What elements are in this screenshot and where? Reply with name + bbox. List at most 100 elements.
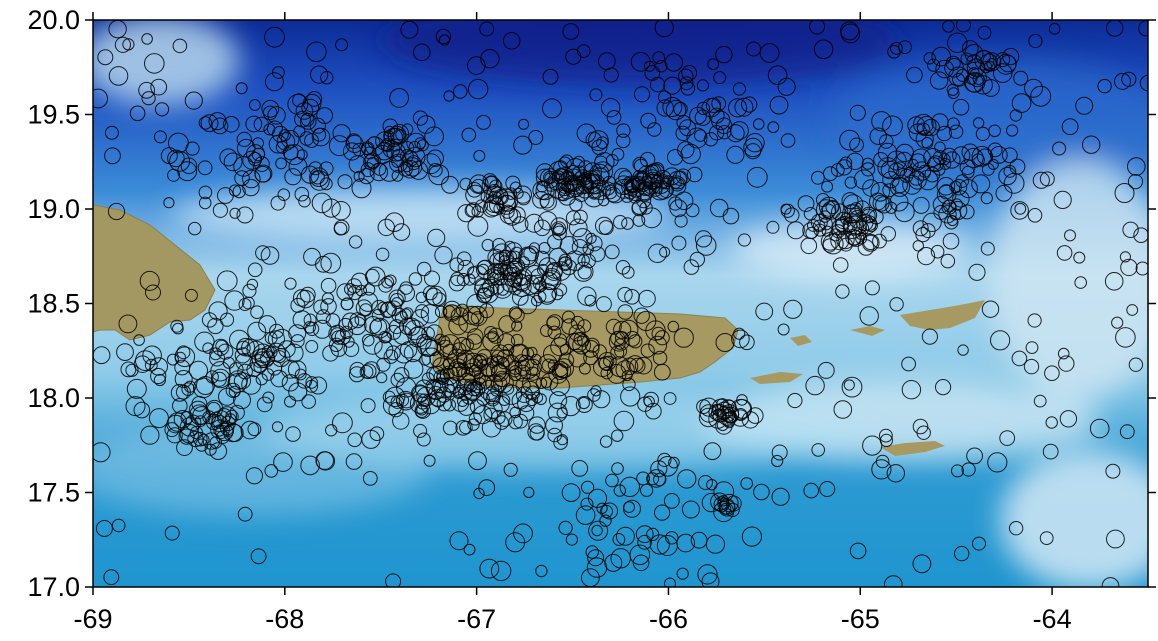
earthquake-marker (284, 277, 297, 290)
earthquake-marker (601, 181, 616, 196)
earthquake-marker (710, 492, 729, 512)
earthquake-marker (129, 105, 146, 122)
earthquake-marker (635, 183, 654, 202)
earthquake-marker (741, 411, 760, 429)
earthquake-marker (412, 110, 428, 126)
earthquake-marker (577, 286, 597, 306)
earthquake-marker (1056, 245, 1073, 261)
earthquake-marker (1039, 531, 1054, 545)
earthquake-marker (715, 333, 735, 352)
earthquake-marker (809, 20, 826, 35)
earthquake-marker (270, 195, 286, 211)
earthquake-marker (133, 334, 145, 346)
earthquake-marker (343, 341, 360, 358)
earthquake-marker (164, 525, 180, 541)
earthquake-marker (476, 259, 496, 280)
earthquake-marker (879, 428, 893, 443)
earthquake-marker (1045, 416, 1058, 429)
earthquake-marker (403, 343, 423, 363)
earthquake-marker (767, 121, 780, 134)
earthquake-marker (479, 21, 495, 37)
earthquake-marker (573, 209, 588, 225)
earthquake-marker (439, 365, 460, 386)
earthquake-marker (870, 182, 891, 202)
earthquake-marker (298, 194, 311, 208)
earthquake-marker (681, 500, 700, 519)
earthquake-marker (271, 421, 284, 433)
earthquake-marker (615, 133, 631, 149)
earthquake-marker (392, 148, 405, 162)
earthquake-marker (483, 386, 502, 405)
earthquake-marker (540, 272, 559, 291)
earthquake-marker (481, 238, 494, 252)
earthquake-marker (295, 102, 314, 120)
earthquake-marker (465, 333, 483, 350)
earthquake-marker (246, 144, 265, 164)
earthquake-marker (484, 194, 504, 214)
earthquake-marker (1106, 529, 1125, 549)
earthquake-marker (878, 134, 894, 149)
earthquake-marker (154, 102, 170, 117)
earthquake-marker (694, 109, 712, 126)
earthquake-marker (348, 155, 367, 174)
earthquake-marker (606, 110, 622, 125)
earthquake-marker (683, 259, 700, 275)
y-tick-label: 18.5 (27, 289, 80, 319)
earthquake-marker (1053, 190, 1072, 209)
earthquake-marker (701, 572, 720, 587)
earthquake-marker (535, 377, 548, 390)
earthquake-marker (746, 166, 768, 188)
earthquake-marker (511, 320, 523, 332)
earthquake-marker (1013, 70, 1029, 86)
earthquake-marker (659, 246, 671, 258)
earthquake-marker (1028, 33, 1043, 49)
earthquake-marker (425, 378, 442, 395)
earthquake-marker (1115, 327, 1136, 348)
earthquake-marker (172, 398, 188, 414)
x-tick-label: -65 (841, 604, 880, 634)
earthquake-marker (560, 259, 577, 276)
earthquake-marker (595, 296, 612, 313)
earthquake-marker (617, 304, 634, 320)
earthquake-marker (301, 98, 320, 117)
earthquake-marker (918, 164, 932, 178)
earthquake-marker (486, 355, 499, 368)
earthquake-marker (538, 242, 551, 254)
earthquake-marker (1114, 183, 1135, 203)
earthquake-marker (681, 65, 698, 81)
earthquake-marker (912, 196, 930, 214)
earthquake-marker (562, 23, 580, 40)
earthquake-marker (537, 263, 549, 276)
earthquake-marker (515, 268, 533, 286)
earthquake-marker (104, 147, 121, 165)
earthquake-marker (894, 201, 915, 223)
earthquake-marker (810, 213, 828, 231)
earthquake-marker (737, 233, 752, 247)
earthquake-marker (741, 526, 763, 547)
earthquake-marker (968, 263, 986, 281)
earthquake-marker (618, 319, 639, 340)
earthquake-marker (654, 20, 674, 38)
earthquake-marker (528, 130, 544, 145)
earthquake-marker (503, 462, 518, 477)
earthquake-marker (797, 195, 815, 213)
earthquake-marker (589, 88, 603, 102)
earthquake-marker (952, 98, 970, 116)
earthquake-marker (316, 107, 334, 124)
earthquake-marker (641, 181, 657, 197)
earthquake-marker (108, 66, 129, 86)
earthquake-marker (882, 115, 903, 137)
earthquake-marker (255, 373, 268, 386)
earthquake-marker (360, 162, 376, 178)
earthquake-marker (309, 376, 328, 395)
earthquake-marker (473, 487, 485, 500)
earthquake-marker (999, 430, 1016, 447)
earthquake-marker (493, 372, 514, 394)
earthquake-marker (483, 195, 505, 217)
earthquake-marker (312, 319, 332, 339)
earthquake-marker (552, 223, 565, 235)
earthquake-marker (963, 147, 984, 169)
earthquake-marker (421, 372, 435, 386)
earthquake-marker (825, 199, 840, 215)
earthquake-marker (575, 180, 595, 199)
